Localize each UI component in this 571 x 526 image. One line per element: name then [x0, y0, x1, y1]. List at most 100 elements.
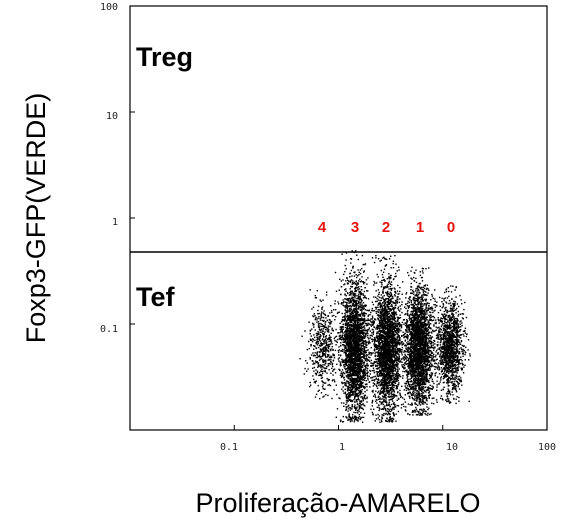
scatter-point — [362, 336, 364, 338]
scatter-point — [362, 337, 364, 339]
scatter-point — [400, 348, 402, 351]
scatter-point — [349, 350, 351, 352]
scatter-point — [349, 355, 352, 357]
scatter-point — [357, 373, 359, 375]
scatter-point — [351, 275, 353, 277]
scatter-point — [384, 300, 386, 303]
scatter-point — [352, 340, 354, 343]
scatter-point — [396, 353, 399, 355]
scatter-point — [335, 384, 337, 386]
scatter-point — [326, 319, 328, 322]
scatter-point — [386, 322, 388, 325]
scatter-point — [389, 379, 392, 381]
scatter-point — [365, 355, 368, 358]
scatter-point — [346, 355, 348, 358]
scatter-point — [346, 304, 348, 307]
scatter-point — [325, 347, 327, 349]
scatter-point — [377, 308, 379, 311]
scatter-point — [365, 372, 367, 375]
scatter-point — [360, 400, 362, 402]
scatter-point — [342, 302, 344, 304]
scatter-point — [395, 420, 397, 422]
scatter-point — [375, 300, 377, 303]
scatter-point — [323, 325, 325, 327]
scatter-point — [316, 356, 318, 359]
scatter-point — [361, 363, 363, 365]
scatter-point — [355, 290, 357, 292]
scatter-point — [358, 328, 360, 330]
scatter-point — [381, 352, 383, 354]
scatter-point — [380, 401, 382, 403]
scatter-point — [381, 414, 383, 416]
scatter-point — [319, 397, 321, 400]
scatter-point — [339, 278, 341, 280]
scatter-point — [314, 352, 316, 354]
scatter-point — [332, 353, 334, 355]
scatter-point — [355, 348, 357, 350]
scatter-point — [350, 389, 353, 392]
scatter-point — [392, 418, 395, 420]
scatter-point — [349, 379, 351, 381]
scatter-point — [344, 271, 346, 273]
scatter-point — [395, 263, 397, 265]
scatter-point — [356, 383, 359, 385]
scatter-point — [360, 319, 362, 322]
scatter-point — [327, 379, 329, 382]
scatter-point — [345, 280, 347, 282]
scatter-point — [357, 365, 360, 368]
scatter-point — [374, 396, 377, 399]
scatter-point — [330, 372, 332, 374]
scatter-point — [375, 414, 377, 416]
scatter-point — [356, 412, 359, 414]
scatter-point — [365, 319, 368, 322]
scatter-point — [392, 297, 394, 299]
scatter-point — [357, 258, 359, 261]
scatter-point — [356, 314, 358, 316]
scatter-point — [340, 339, 343, 341]
scatter-point — [348, 315, 350, 317]
scatter-point — [318, 338, 320, 340]
scatter-point — [389, 288, 392, 290]
scatter-point — [359, 324, 362, 326]
scatter-point — [313, 313, 315, 315]
scatter-point — [348, 382, 351, 384]
scatter-point — [390, 353, 393, 355]
scatter-point — [400, 396, 402, 399]
scatter-point — [391, 284, 393, 286]
scatter-point — [383, 390, 385, 392]
scatter-point — [348, 355, 351, 357]
scatter-point — [350, 363, 352, 365]
scatter-point — [385, 381, 387, 383]
scatter-point — [327, 384, 329, 386]
scatter-point — [324, 338, 327, 341]
scatter-point — [318, 354, 321, 356]
scatter-point — [359, 298, 361, 301]
scatter-point — [324, 322, 326, 324]
scatter-point — [389, 380, 391, 382]
scatter-point — [345, 380, 348, 382]
scatter-point — [359, 354, 361, 356]
scatter-point — [354, 388, 356, 390]
scatter-point — [379, 329, 381, 332]
scatter-point — [379, 374, 381, 376]
scatter-point — [358, 363, 360, 365]
scatter-point — [374, 358, 377, 360]
scatter-point — [319, 356, 321, 358]
scatter-point — [339, 397, 341, 400]
scatter-point — [387, 358, 389, 360]
scatter-point — [386, 321, 389, 323]
scatter-point — [347, 310, 349, 312]
scatter-point — [383, 341, 386, 343]
scatter-point — [357, 311, 359, 313]
scatter-point — [391, 336, 394, 339]
scatter-point — [347, 371, 349, 374]
scatter-point — [317, 362, 319, 365]
scatter-point — [313, 381, 316, 383]
scatter-point — [392, 397, 394, 399]
scatter-point — [391, 307, 393, 310]
scatter-point — [403, 356, 405, 359]
scatter-point — [383, 299, 385, 301]
scatter-point — [344, 385, 347, 387]
scatter-point — [338, 303, 340, 305]
scatter-point — [378, 405, 380, 407]
